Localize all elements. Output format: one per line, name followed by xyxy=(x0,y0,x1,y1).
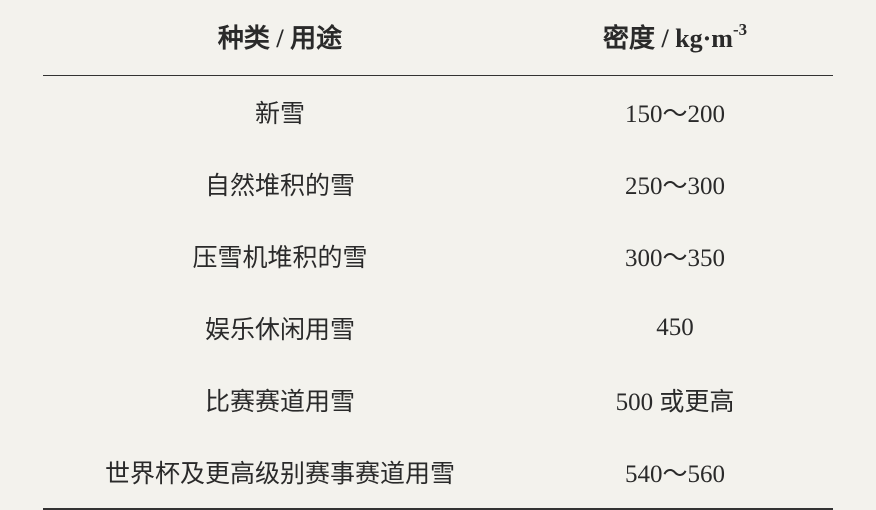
cell-density: 540～560 xyxy=(517,436,833,509)
cell-type: 新雪 xyxy=(43,76,517,149)
cell-density: 450 xyxy=(517,292,833,364)
snow-density-table-container: 种类 / 用途 密度 / kg·m-3 新雪 150～200 自然堆积的雪 25… xyxy=(43,0,833,510)
table-row: 新雪 150～200 xyxy=(43,76,833,149)
table-row: 压雪机堆积的雪 300～350 xyxy=(43,220,833,292)
snow-density-table: 种类 / 用途 密度 / kg·m-3 新雪 150～200 自然堆积的雪 25… xyxy=(43,0,833,510)
header-density-prefix: 密度 / kg·m xyxy=(603,24,733,53)
table-header-row: 种类 / 用途 密度 / kg·m-3 xyxy=(43,0,833,76)
cell-type: 自然堆积的雪 xyxy=(43,148,517,220)
cell-density: 250～300 xyxy=(517,148,833,220)
cell-type: 娱乐休闲用雪 xyxy=(43,292,517,364)
cell-type: 世界杯及更高级别赛事赛道用雪 xyxy=(43,436,517,509)
cell-density: 300～350 xyxy=(517,220,833,292)
table-row: 比赛赛道用雪 500 或更高 xyxy=(43,364,833,436)
table-row: 世界杯及更高级别赛事赛道用雪 540～560 xyxy=(43,436,833,509)
header-density: 密度 / kg·m-3 xyxy=(517,0,833,76)
header-type: 种类 / 用途 xyxy=(43,0,517,76)
table-row: 娱乐休闲用雪 450 xyxy=(43,292,833,364)
table-row: 自然堆积的雪 250～300 xyxy=(43,148,833,220)
table-body: 新雪 150～200 自然堆积的雪 250～300 压雪机堆积的雪 300～35… xyxy=(43,76,833,510)
cell-type: 比赛赛道用雪 xyxy=(43,364,517,436)
cell-density: 150～200 xyxy=(517,76,833,149)
header-density-exponent: -3 xyxy=(733,20,747,39)
cell-type: 压雪机堆积的雪 xyxy=(43,220,517,292)
cell-density: 500 或更高 xyxy=(517,364,833,436)
